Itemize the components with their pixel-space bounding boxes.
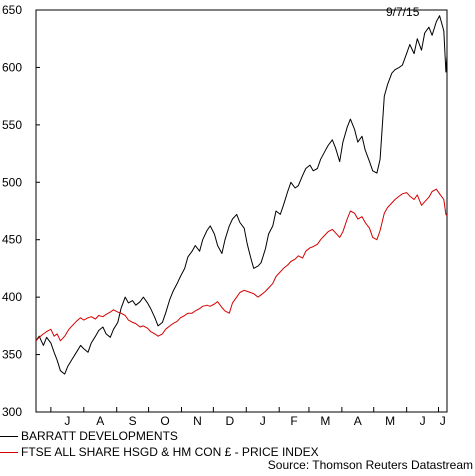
series-line-1 xyxy=(35,15,448,375)
series-line-2 xyxy=(35,188,448,342)
x-tick-label: D xyxy=(225,414,234,428)
x-tick-label: J xyxy=(260,414,266,428)
x-tick-label: M xyxy=(385,414,395,428)
x-tick-label: A xyxy=(96,414,104,428)
y-tick-label: 550 xyxy=(2,118,22,132)
y-tick-label: 300 xyxy=(2,405,22,419)
x-tick-label: N xyxy=(193,414,202,428)
y-tick-label: 350 xyxy=(2,348,22,362)
x-tick-label: A xyxy=(354,414,362,428)
y-tick-label: 500 xyxy=(2,175,22,189)
legend: BARRATT DEVELOPMENTS FTSE ALL SHARE HSGD… xyxy=(0,429,475,459)
y-tick-label: 400 xyxy=(2,290,22,304)
x-tick-label: J xyxy=(64,414,70,428)
y-tick-label: 650 xyxy=(2,3,22,17)
x-tick-label: M xyxy=(320,414,330,428)
y-tick-label: 450 xyxy=(2,233,22,247)
legend-swatch-series-1 xyxy=(0,436,18,437)
y-tick-label: 600 xyxy=(2,60,22,74)
x-tick-label: F xyxy=(290,414,297,428)
plot-frame xyxy=(35,9,448,413)
source-note: Source: Thomson Reuters Datastream xyxy=(267,458,473,472)
date-label: 9/7/15 xyxy=(386,5,420,19)
x-tick-label: J xyxy=(420,414,426,428)
legend-label-series-1: BARRATT DEVELOPMENTS xyxy=(21,429,178,443)
legend-label-series-2: FTSE ALL SHARE HSGD & HM CON £ - PRICE I… xyxy=(21,445,319,459)
x-tick-label: O xyxy=(160,414,169,428)
x-tick-label: S xyxy=(129,414,137,428)
x-tick-label: J xyxy=(440,414,446,428)
legend-swatch-series-2 xyxy=(0,452,18,453)
